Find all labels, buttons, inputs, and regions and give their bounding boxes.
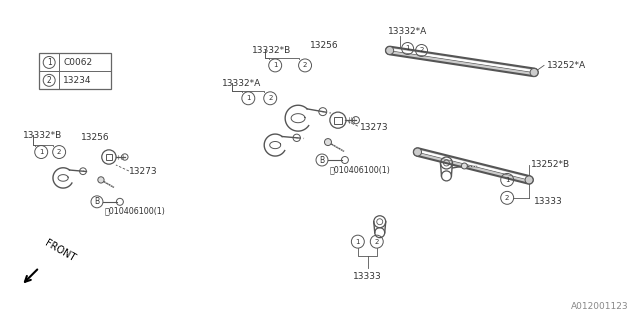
Text: 13333: 13333 — [353, 271, 382, 281]
Circle shape — [324, 139, 332, 146]
Text: 13332*B: 13332*B — [23, 131, 63, 140]
Bar — [106, 154, 112, 160]
Circle shape — [525, 176, 533, 184]
Text: 2: 2 — [374, 239, 379, 245]
Text: A012001123: A012001123 — [571, 302, 628, 311]
Text: 1: 1 — [273, 62, 278, 68]
Text: 1: 1 — [505, 177, 509, 183]
Text: 13332*A: 13332*A — [388, 27, 427, 36]
Circle shape — [461, 163, 467, 169]
Text: 2: 2 — [47, 76, 52, 85]
Circle shape — [530, 68, 538, 76]
Text: 2: 2 — [505, 195, 509, 201]
Text: 13252*B: 13252*B — [531, 160, 570, 170]
Text: B: B — [319, 156, 324, 164]
Circle shape — [386, 46, 394, 54]
Text: 1: 1 — [356, 239, 360, 245]
Text: 13234: 13234 — [63, 76, 92, 85]
Text: 13256: 13256 — [81, 132, 109, 141]
Text: Ⓑ010406100(1): Ⓑ010406100(1) — [330, 165, 391, 174]
Text: 2: 2 — [303, 62, 307, 68]
Text: 2: 2 — [268, 95, 273, 101]
Text: FRONT: FRONT — [44, 238, 77, 264]
Text: 1: 1 — [47, 58, 52, 67]
Text: 1: 1 — [405, 45, 410, 52]
Text: 13256: 13256 — [310, 41, 339, 50]
Text: 13273: 13273 — [129, 167, 157, 176]
Text: 1: 1 — [39, 149, 44, 155]
Text: C0062: C0062 — [63, 58, 92, 67]
Bar — [39, 53, 111, 89]
Text: 1: 1 — [246, 95, 251, 101]
Text: 2: 2 — [419, 47, 424, 53]
Circle shape — [413, 148, 422, 156]
Text: 13333: 13333 — [534, 197, 563, 206]
Text: 13332*B: 13332*B — [252, 46, 292, 55]
Text: Ⓑ010406100(1): Ⓑ010406100(1) — [105, 207, 166, 216]
Text: B: B — [95, 197, 100, 206]
Bar — [334, 116, 342, 124]
Text: 13332*A: 13332*A — [223, 79, 262, 88]
Text: 2: 2 — [57, 149, 61, 155]
Text: 13252*A: 13252*A — [547, 61, 586, 70]
Circle shape — [98, 177, 104, 183]
Text: 13273: 13273 — [360, 123, 388, 132]
